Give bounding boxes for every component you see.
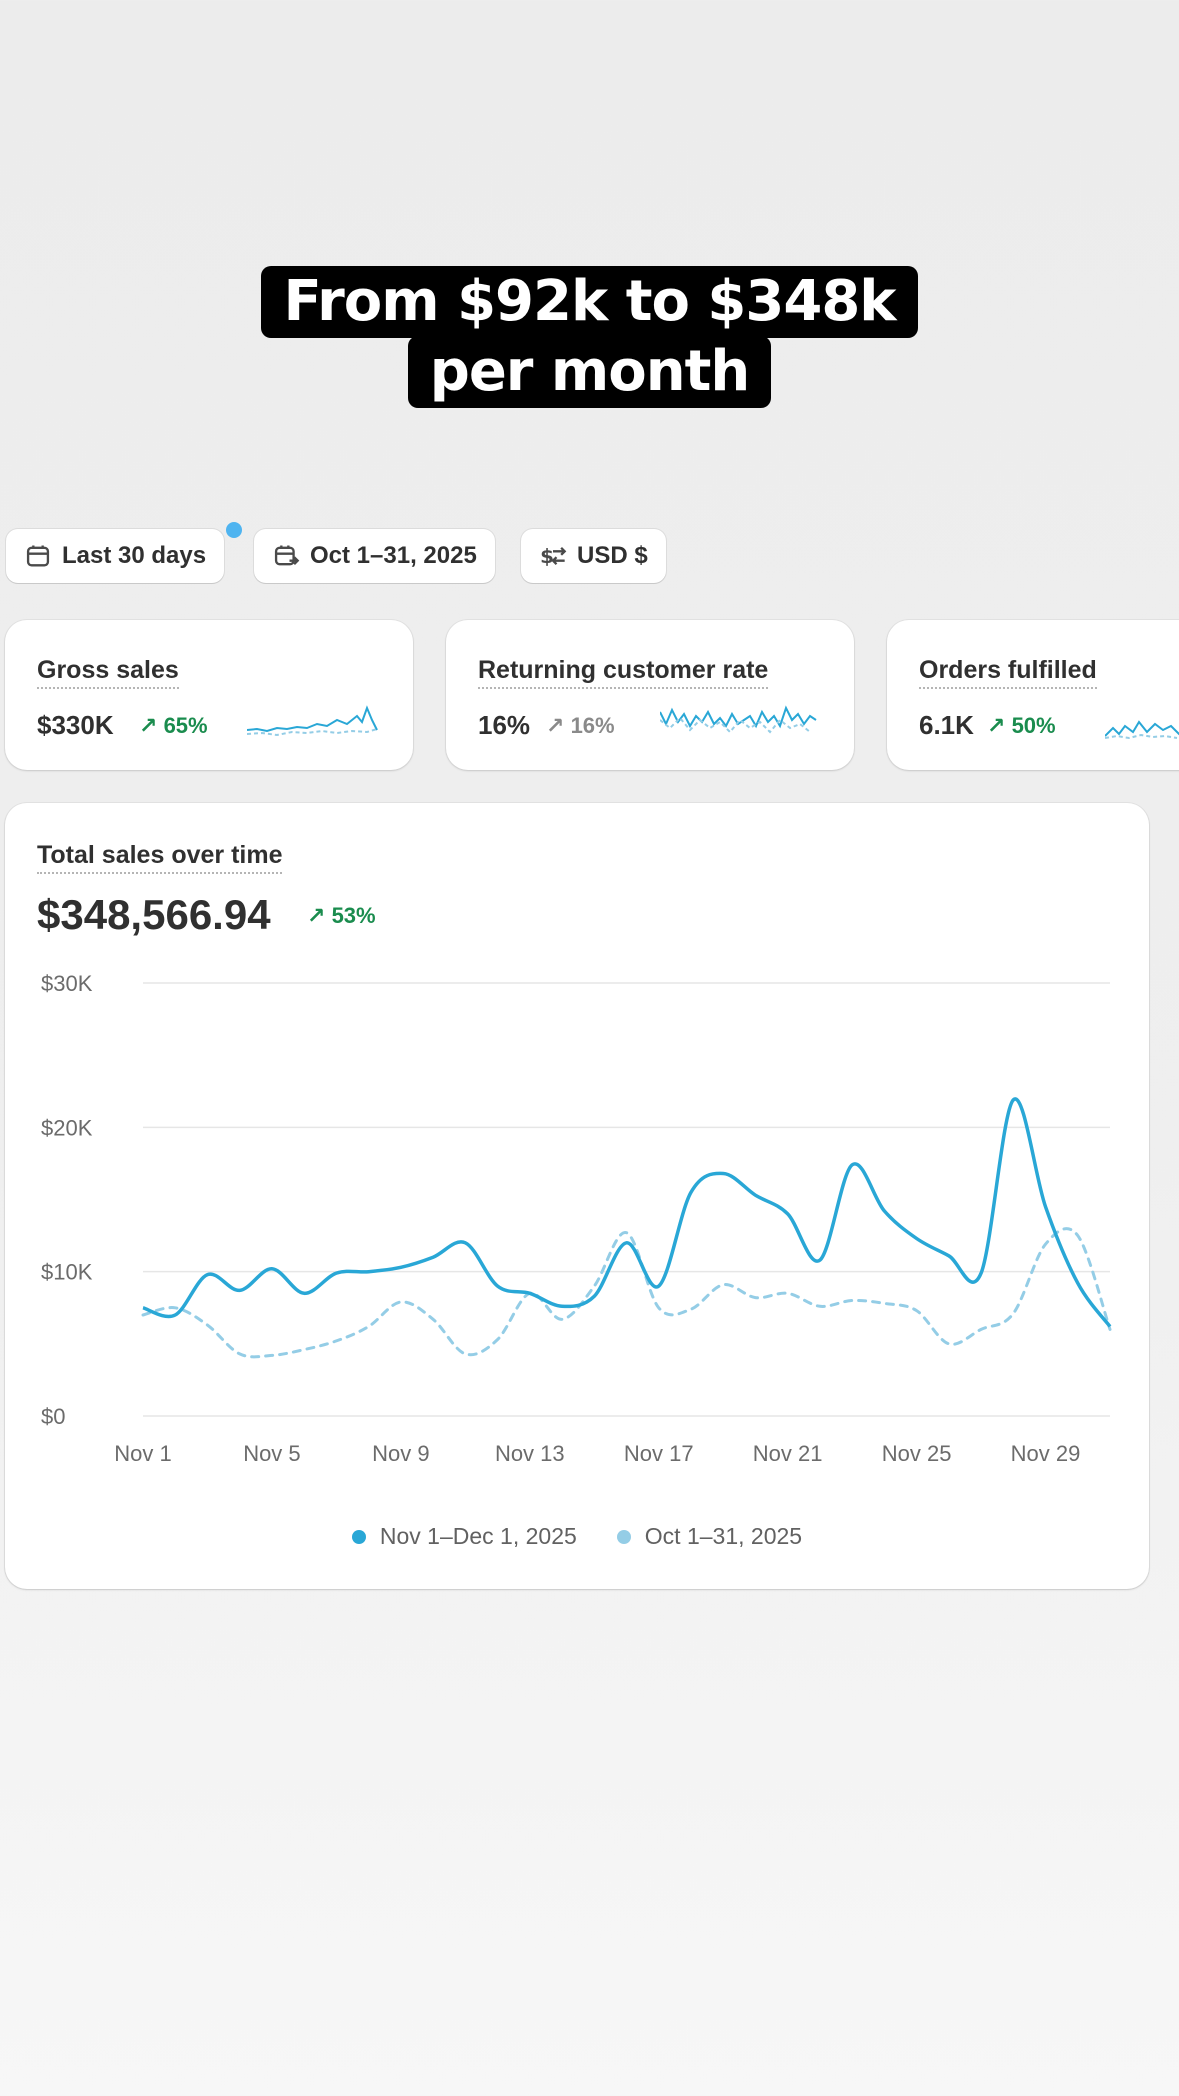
x-tick-label: Nov 5 — [243, 1441, 300, 1466]
arrow-up-right-icon: ↗ — [987, 713, 1006, 738]
sales-line-chart: $0 $10K $20K $30K Nov 1 Nov 5 Nov 9 Nov 13 Nov 1… — [41, 971, 1112, 1466]
caption-text-1: From $92k to $348k — [261, 266, 918, 338]
sparkline-orders-fulfilled — [1105, 720, 1179, 740]
metric-title: Returning customer rate — [478, 656, 769, 689]
metric-title: Gross sales — [37, 656, 179, 689]
caption-line-1: From $92k to $348k — [0, 266, 1179, 338]
legend-item-previous[interactable]: Oct 1–31, 2025 — [616, 1523, 803, 1550]
arrow-up-right-icon: ↗ — [139, 713, 158, 738]
metric-card-orders-fulfilled[interactable]: Orders fulfilled 6.1K ↗ 50% — [887, 620, 1179, 770]
sparkline-gross-sales — [247, 705, 378, 737]
x-tick-label: Nov 9 — [372, 1441, 429, 1466]
x-tick-label: Nov 29 — [1011, 1441, 1081, 1466]
y-tick-label: $20K — [41, 1115, 93, 1140]
date-range-button[interactable]: Last 30 days — [6, 529, 225, 583]
svg-text:$: $ — [540, 545, 554, 568]
legend-item-current[interactable]: Nov 1–Dec 1, 2025 — [351, 1523, 577, 1550]
metric-card-returning-rate[interactable]: Returning customer rate 16% ↗ 16% — [446, 620, 854, 770]
arrow-up-right-icon: ↗ — [307, 903, 326, 928]
legend-label-current: Nov 1–Dec 1, 2025 — [379, 1523, 577, 1549]
y-tick-label: $30K — [41, 971, 93, 996]
metric-value: $330K — [37, 710, 114, 740]
metric-change-value: 65% — [163, 713, 208, 738]
chart-title: Total sales over time — [37, 841, 283, 874]
x-tick-label: Nov 17 — [624, 1441, 694, 1466]
total-sales-card: Total sales over time $348,566.94 ↗ 53% … — [5, 803, 1149, 1589]
metric-value: 16% — [478, 710, 531, 740]
metric-change: ↗ 16% — [546, 713, 615, 739]
metric-change-value: 16% — [570, 713, 615, 738]
sparkline-returning-rate — [660, 705, 817, 734]
metric-card-gross-sales[interactable]: Gross sales $330K ↗ 65% — [5, 620, 413, 770]
notification-dot — [226, 522, 242, 538]
metric-change: ↗ 50% — [987, 713, 1056, 739]
y-tick-label: $10K — [41, 1260, 93, 1285]
caption-text-2: per month — [407, 336, 772, 408]
series-line-current — [142, 1097, 1112, 1328]
legend-dot-previous — [616, 1529, 631, 1544]
currency-button[interactable]: $ USD $ — [521, 529, 666, 583]
caption-line-2: per month — [0, 336, 1179, 408]
x-tick-label: Nov 13 — [495, 1441, 565, 1466]
compare-range-button[interactable]: Oct 1–31, 2025 — [254, 529, 495, 583]
legend-dot-current — [351, 1529, 366, 1544]
series-line-previous — [141, 1227, 1112, 1359]
total-sales-change: ↗ 53% — [307, 903, 376, 929]
date-range-label: Last 30 days — [62, 542, 207, 569]
metric-change-value: 50% — [1011, 713, 1056, 738]
currency-exchange-icon: $ — [540, 545, 567, 568]
total-sales-change-value: 53% — [331, 903, 376, 928]
y-tick-label: $0 — [41, 1404, 65, 1429]
metric-title: Orders fulfilled — [919, 656, 1097, 689]
metric-value: 6.1K — [919, 710, 974, 740]
compare-range-label: Oct 1–31, 2025 — [310, 542, 477, 569]
chart-legend: Nov 1–Dec 1, 2025 Oct 1–31, 2025 — [5, 1523, 1149, 1550]
currency-label: USD $ — [577, 542, 648, 569]
total-sales-value: $348,566.94 — [37, 891, 271, 938]
legend-label-previous: Oct 1–31, 2025 — [644, 1523, 803, 1549]
x-tick-label: Nov 25 — [882, 1441, 952, 1466]
x-tick-label: Nov 21 — [753, 1441, 823, 1466]
calendar-icon — [26, 545, 50, 567]
calendar-compare-icon — [274, 545, 300, 566]
metric-change: ↗ 65% — [139, 713, 208, 739]
x-tick-label: Nov 1 — [114, 1441, 171, 1466]
arrow-up-right-icon: ↗ — [546, 713, 565, 738]
